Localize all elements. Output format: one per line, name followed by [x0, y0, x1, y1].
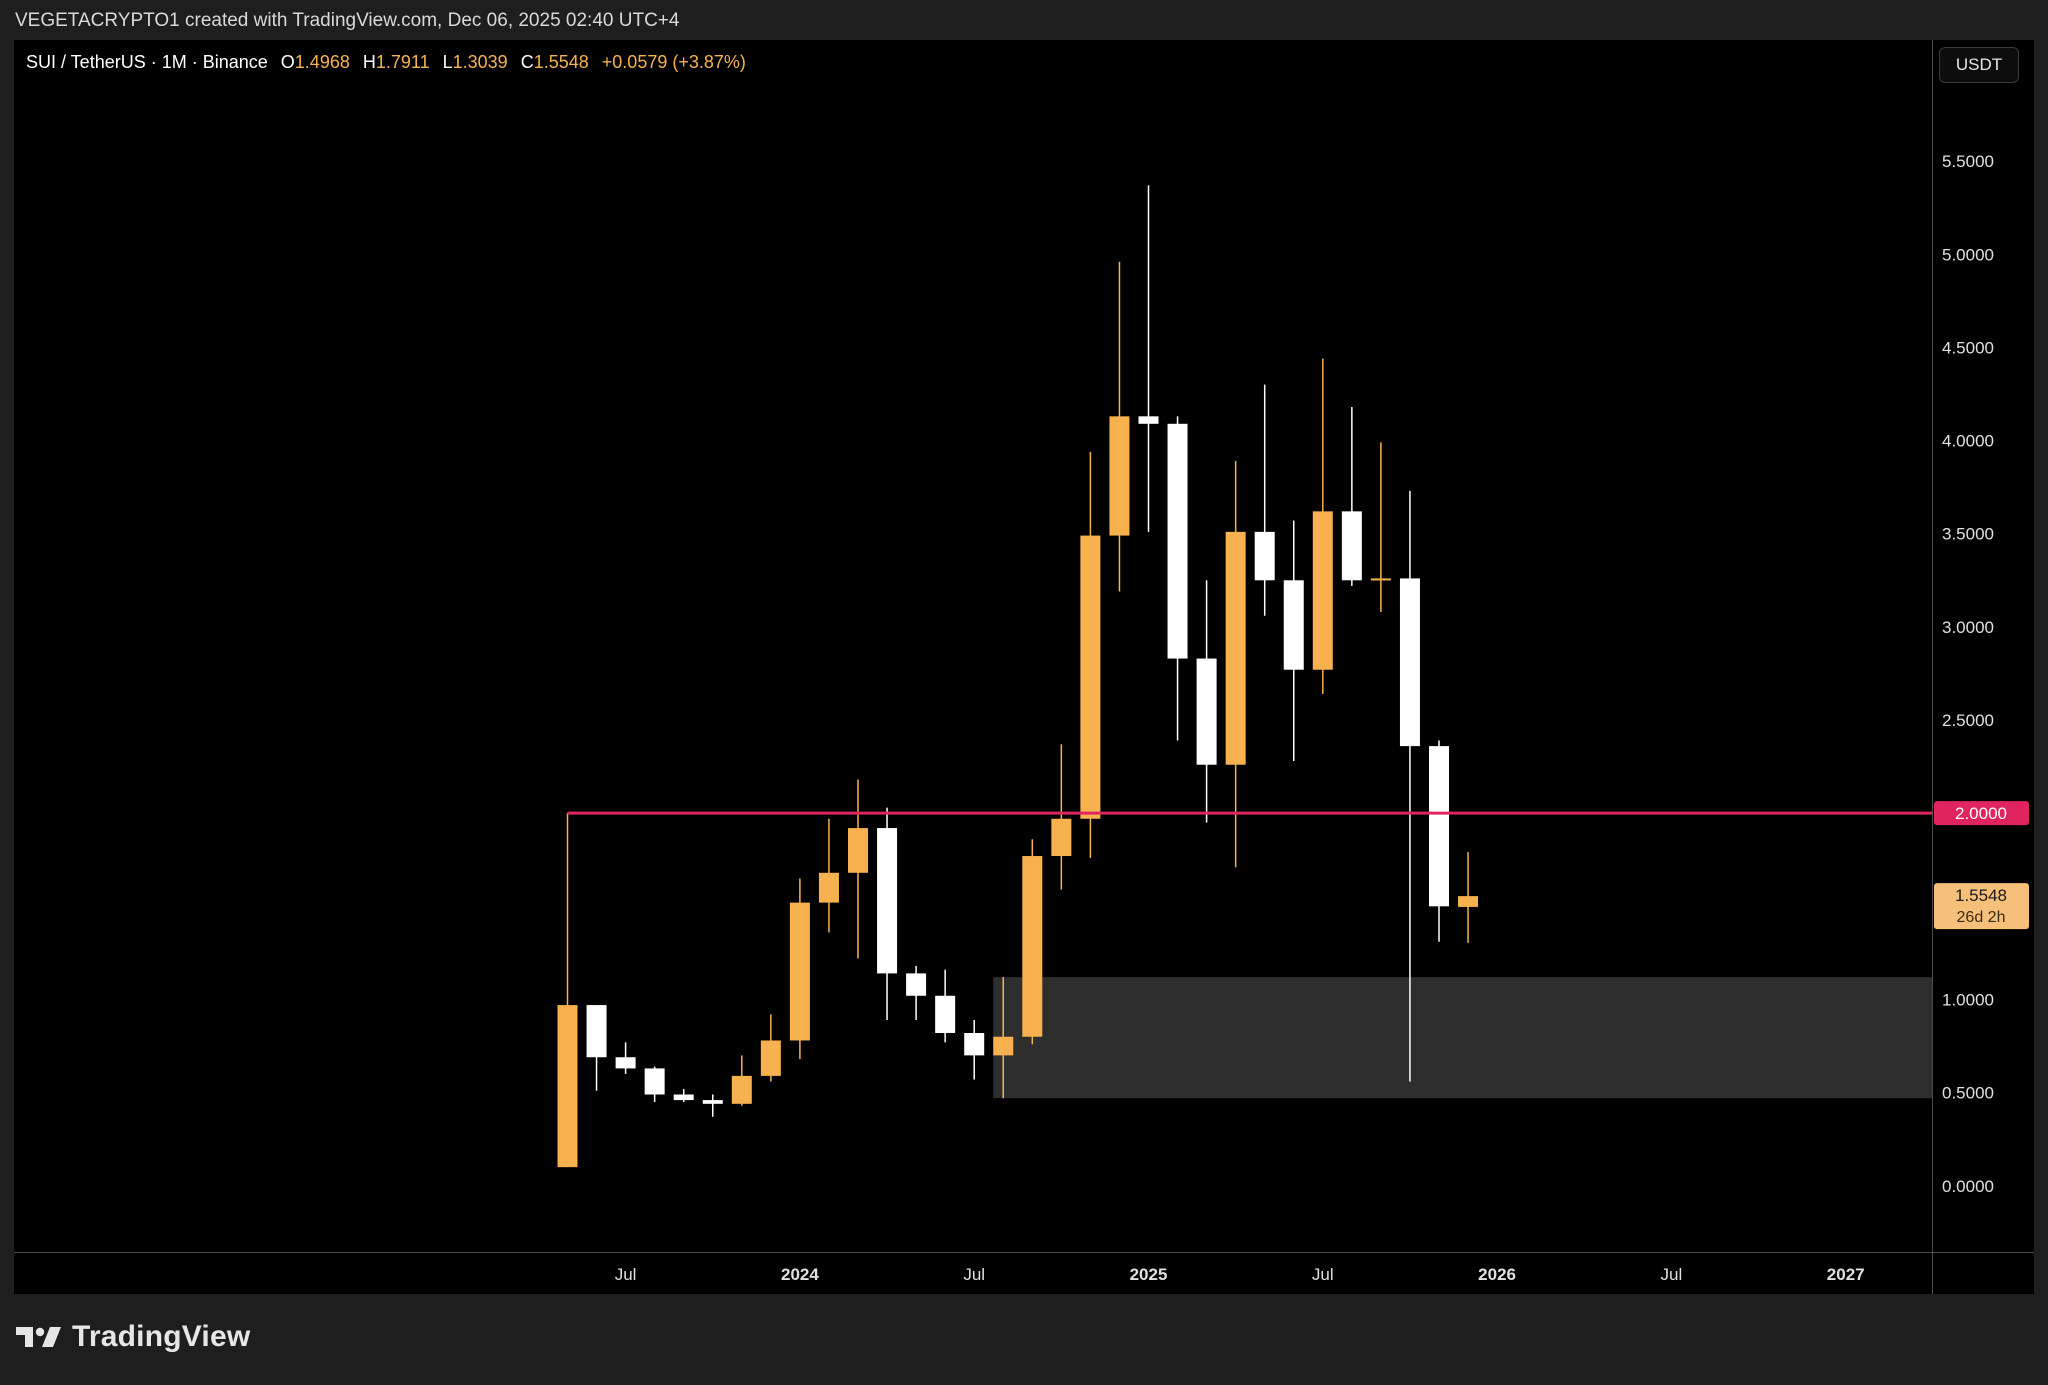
candle-countdown: 26d 2h: [1957, 909, 2006, 926]
candle-body: [1254, 531, 1275, 581]
support-zone: [993, 977, 1932, 1099]
candle-body: [586, 1005, 607, 1058]
candle-body: [964, 1033, 985, 1056]
chart-panel[interactable]: 5.5000 5.0000 4.5000 4.0000 3.5000 3.0000 2.50…: [14, 40, 2034, 1294]
x-tick-label: 2024: [781, 1265, 819, 1284]
x-tick-label: Jul: [963, 1265, 985, 1284]
y-tick-label: 4.5000: [1942, 338, 1994, 357]
last-price-label: 1.5548: [1955, 886, 2007, 905]
candle-body: [848, 828, 868, 873]
high-label: H: [362, 52, 376, 72]
candle-body: [1341, 511, 1362, 581]
candle-body: [673, 1094, 694, 1101]
currency-button[interactable]: USDT: [1939, 47, 2019, 83]
symbol-title[interactable]: SUI / TetherUS · 1M · Binance: [26, 52, 268, 72]
candle-body: [1109, 416, 1130, 536]
y-tick-label: 1.0000: [1942, 990, 1994, 1009]
level-price-tag: [1934, 801, 2029, 826]
candle-body: [615, 1057, 636, 1069]
candle-body: [1370, 578, 1391, 581]
open-label: O: [280, 52, 295, 72]
candle-body: [760, 1040, 781, 1076]
x-tick-label: 2026: [1478, 1265, 1516, 1284]
candle-body: [1312, 511, 1333, 670]
candle-body: [1458, 896, 1479, 907]
candle-body: [1225, 531, 1246, 765]
change-value: +0.0579 (+3.87%): [601, 52, 746, 72]
brand-name: TradingView: [72, 1320, 251, 1353]
candle-body: [789, 902, 810, 1041]
x-tick-label: 2027: [1827, 1265, 1865, 1284]
level-price-label: 2.0000: [1955, 804, 2007, 823]
candle-body: [1080, 535, 1101, 819]
candle-body: [1167, 423, 1188, 659]
y-tick-label: 2.5000: [1942, 711, 1994, 730]
x-tick-label: Jul: [1661, 1265, 1683, 1284]
y-tick-label: 4.0000: [1942, 432, 1994, 451]
candle-body: [993, 1036, 1014, 1056]
chart-attribution: VEGETACRYPTO1 created with TradingView.c…: [15, 10, 680, 31]
x-tick-label: Jul: [615, 1265, 637, 1284]
candle-body: [1138, 416, 1159, 424]
candle-body: [1022, 856, 1043, 1037]
candle-body: [1196, 658, 1217, 765]
candlestick-chart[interactable]: 5.5000 5.0000 4.5000 4.0000 3.5000 3.0000 2.50…: [14, 40, 2034, 1294]
candle-body: [644, 1068, 665, 1095]
y-tick-label: 0.5000: [1942, 1084, 1994, 1103]
x-tick-label: Jul: [1312, 1265, 1334, 1284]
candle-body: [1283, 580, 1304, 670]
x-tick-label: 2025: [1130, 1265, 1168, 1284]
candle-body: [818, 872, 839, 903]
high-value: 1.7911: [375, 52, 430, 72]
symbol-legend: SUI / TetherUS · 1M · Binance O1.4968 H1…: [26, 52, 746, 73]
low-label: L: [442, 52, 453, 72]
candle-body: [702, 1100, 723, 1104]
candle-body: [731, 1075, 752, 1104]
y-tick-label: 3.0000: [1942, 618, 1994, 637]
candle-body: [935, 995, 956, 1034]
low-value: 1.3039: [452, 52, 508, 72]
close-value: 1.5548: [533, 52, 589, 72]
candle-body: [1399, 578, 1420, 747]
open-value: 1.4968: [294, 52, 350, 72]
candle-body: [877, 828, 898, 974]
y-tick-label: 5.5000: [1942, 152, 1994, 171]
y-tick-label: 3.5000: [1942, 525, 1994, 544]
candle-body: [557, 1005, 578, 1168]
candle-body: [1051, 818, 1072, 857]
tradingview-logo-icon: [16, 1327, 61, 1347]
candle-body: [906, 973, 927, 996]
y-tick-label: 0.0000: [1942, 1177, 1994, 1196]
candle-body: [1429, 746, 1449, 907]
last-price-tag: [1934, 883, 2029, 930]
close-label: C: [520, 52, 534, 72]
tradingview-brand[interactable]: TradingView: [16, 1320, 250, 1354]
y-tick-label: 5.0000: [1942, 245, 1994, 264]
